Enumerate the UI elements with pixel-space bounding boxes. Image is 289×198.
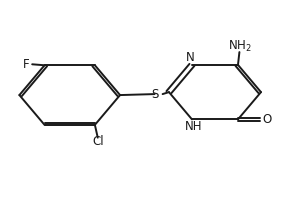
Text: F: F <box>23 58 29 71</box>
Text: NH: NH <box>185 120 202 133</box>
Text: S: S <box>151 88 158 101</box>
Text: O: O <box>262 113 271 126</box>
Text: N: N <box>186 51 195 64</box>
Text: Cl: Cl <box>92 135 103 148</box>
Text: NH$_2$: NH$_2$ <box>227 39 251 54</box>
